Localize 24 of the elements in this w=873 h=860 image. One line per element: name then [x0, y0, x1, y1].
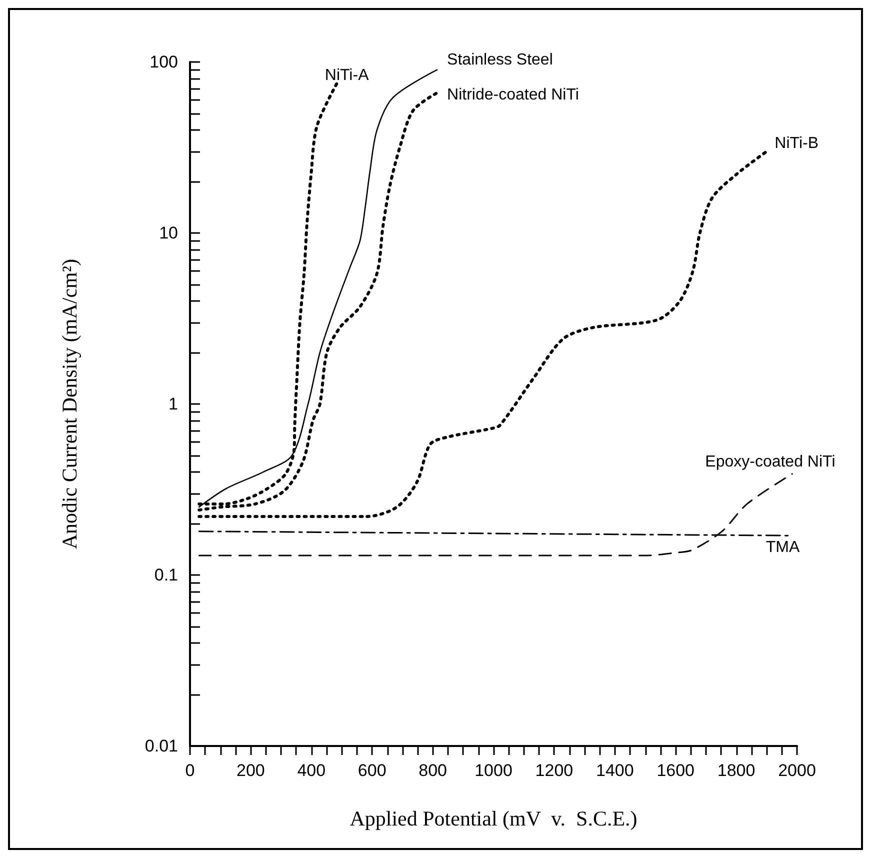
x-tick-label: 1200 — [535, 761, 574, 780]
y-tick-label: 10 — [159, 224, 178, 242]
x-tick-label: 1000 — [474, 761, 512, 780]
y-tick-label: 100 — [150, 52, 178, 72]
series-label: Nitride-coated NiTi — [447, 86, 579, 104]
x-tick-label: 1400 — [596, 761, 634, 780]
x-tick-label: 400 — [297, 761, 326, 780]
x-tick-label: 1800 — [717, 761, 756, 780]
y-tick-label: 1 — [168, 394, 178, 414]
y-tick-label: 0.01 — [144, 736, 178, 756]
x-tick-label: 600 — [358, 761, 386, 780]
series-label: Stainless Steel — [447, 51, 553, 68]
series-label: NiTi-B — [774, 134, 818, 152]
x-tick-label: 0 — [185, 761, 195, 780]
series-label: TMA — [766, 539, 800, 556]
y-tick-label: 0.1 — [154, 566, 178, 584]
series-label: NiTi-A — [324, 66, 370, 84]
y-axis-title: Anodic Current Density (mA/cm²) — [58, 258, 82, 550]
series-label: Epoxy-coated NiTi — [705, 453, 836, 470]
x-tick-label: 800 — [418, 761, 447, 780]
x-tick-label: 200 — [236, 761, 265, 780]
x-axis-title: Applied Potential (mV v. S.C.E.) — [350, 806, 638, 830]
x-tick-label: 2000 — [778, 761, 816, 780]
x-tick-label: 1600 — [656, 761, 695, 780]
